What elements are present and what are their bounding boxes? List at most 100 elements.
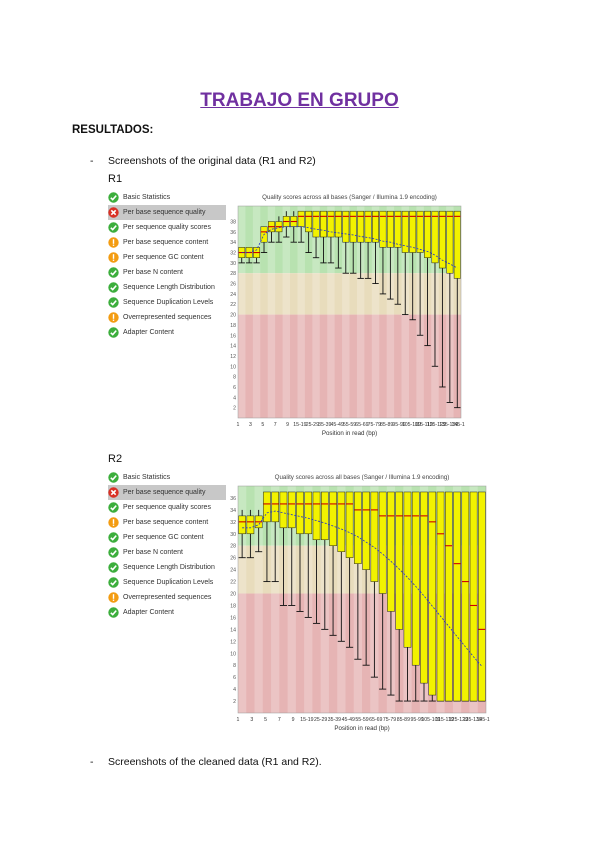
module-label: Per sequence GC content [123,534,204,541]
quality-box [238,515,246,535]
fail-cross-icon [108,487,119,498]
warning-icon [108,592,119,603]
module-label: Sequence Duplication Levels [123,299,214,306]
y-tick-label: 20 [230,592,236,598]
bullet-text: Screenshots of the cleaned data (R1 and … [108,756,322,768]
plot-frame [237,205,462,419]
column-stripe [371,206,380,418]
module-item[interactable]: Overrepresented sequences [108,590,226,605]
quality-box [453,491,461,702]
x-tick-label: 65-69 [355,422,368,428]
document-title: TRABAJO EN GRUPO [200,90,399,111]
module-item[interactable]: Per base sequence quality [108,205,226,220]
quality-box [271,491,280,523]
quality-box [364,210,372,243]
x-tick-label: 85-89 [380,422,393,428]
module-item[interactable]: Per base sequence quality [108,485,226,500]
y-tick-label: 22 [230,302,236,308]
y-tick-label: 20 [230,313,236,319]
module-label: Per base sequence quality [123,209,206,216]
module-item[interactable]: Basic Statistics [108,190,226,205]
y-tick-label: 38 [230,220,236,226]
x-tick-label: 95-99 [410,717,423,723]
warning-icon [108,312,119,323]
quality-box [386,210,394,248]
column-stripe [282,206,291,418]
y-tick-label: 24 [230,292,236,298]
x-tick-label: 5 [264,717,267,723]
quality-box [431,210,439,264]
y-tick-label: 28 [230,271,236,277]
quality-box [387,491,395,612]
y-tick-label: 12 [230,354,236,360]
column-stripe [238,486,247,713]
quality-box [345,491,354,558]
module-item[interactable]: Per base N content [108,545,226,560]
quality-box [304,491,313,535]
quality-box [453,210,461,279]
quality-box [263,491,271,523]
module-item[interactable]: Per sequence GC content [108,250,226,265]
quality-box [297,210,305,227]
r1-quality-chart-svg: Quality scores across all bases (Sanger … [230,194,470,437]
quality-box [411,491,420,666]
pass-check-icon [108,502,119,513]
pass-check-icon [108,547,119,558]
quality-box [337,491,346,552]
fail-cross-icon [108,207,119,218]
quality-box [246,515,255,535]
module-item[interactable]: Basic Statistics [108,470,226,485]
x-tick-label: 75-79 [383,717,396,723]
x-tick-label: 7 [274,422,277,428]
module-label: Per sequence GC content [123,254,204,261]
y-tick-label: 34 [230,508,236,514]
warning-icon [108,517,119,528]
x-tick-label: 65-69 [369,717,382,723]
zone-reasonable [238,273,461,315]
module-item[interactable]: Sequence Duplication Levels [108,575,226,590]
module-item[interactable]: Per sequence quality scores [108,220,226,235]
zone-good [238,486,486,546]
module-item[interactable]: Per base N content [108,265,226,280]
column-stripe [327,206,335,418]
quality-box [312,491,321,541]
y-tick-label: 16 [230,333,236,339]
module-item[interactable]: Sequence Length Distribution [108,280,226,295]
module-item[interactable]: Sequence Length Distribution [108,560,226,575]
quality-box [478,491,486,702]
column-stripe [342,206,350,418]
x-tick-label: 145-150 [476,717,490,723]
module-item[interactable]: Adapter Content [108,325,226,340]
module-item[interactable]: Sequence Duplication Levels [108,295,226,310]
module-label: Per base N content [123,269,183,276]
y-tick-label: 26 [230,282,236,288]
x-tick-label: 125-129 [427,422,446,428]
module-item[interactable]: Adapter Content [108,605,226,620]
pass-check-icon [108,327,119,338]
module-item[interactable]: Overrepresented sequences [108,310,226,325]
module-item[interactable]: Per base sequence content [108,235,226,250]
r2-fastqc-panel: Basic Statistics Per base sequence qualit… [108,470,496,735]
module-item[interactable]: Per sequence quality scores [108,500,226,515]
column-stripe [267,206,276,418]
module-item[interactable]: Per base sequence content [108,515,226,530]
column-stripe [271,486,280,713]
column-stripe [297,206,305,418]
x-tick-label: 95-99 [392,422,405,428]
zone-good [238,206,461,274]
module-label: Adapter Content [123,329,174,336]
r2-quality-chart-svg: Quality scores across all bases (Sanger … [230,474,495,732]
r1-label: R1 [108,173,123,185]
module-label: Per sequence quality scores [123,224,211,231]
x-tick-label: 25-29 [314,717,327,723]
y-tick-label: 30 [230,532,236,538]
x-tick-label: 25-29 [306,422,319,428]
module-item[interactable]: Per sequence GC content [108,530,226,545]
y-tick-label: 4 [233,687,236,693]
pass-check-icon [108,192,119,203]
pass-check-icon [108,532,119,543]
x-tick-label: 9 [286,422,289,428]
quality-box [378,491,387,594]
y-tick-label: 18 [230,323,236,329]
x-tick-label: 115-119 [436,717,454,723]
